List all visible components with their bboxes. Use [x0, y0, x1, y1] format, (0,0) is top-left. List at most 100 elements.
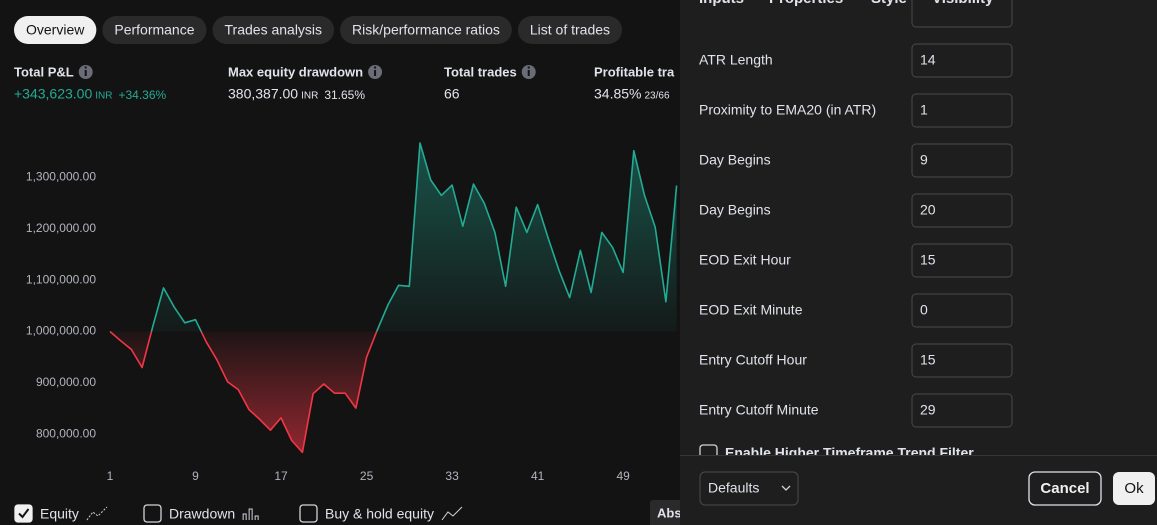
tab-bg[interactable] [517, 16, 623, 44]
panel-tab[interactable]: Inputs [699, 0, 744, 7]
stat-unit: INR [95, 91, 112, 102]
settings-panel: Inputs Properties Style Visibility ATR Lengt… [680, 0, 1157, 525]
field-label: Entry Cutoff Hour [699, 352, 807, 368]
cancel-label[interactable]: Cancel [1040, 480, 1089, 497]
field-label: ATR Length [699, 52, 773, 68]
info-icon-mark [84, 70, 87, 76]
cancel-button[interactable] [1028, 471, 1102, 506]
stat-value: 34.85% [594, 86, 641, 102]
stat-label: Profitable tra [594, 64, 675, 79]
checkbox[interactable] [299, 504, 318, 523]
input-value[interactable]: 20 [920, 202, 936, 218]
info-icon-dot [84, 66, 87, 69]
equity-line [109, 142, 678, 454]
input-value[interactable]: 14 [920, 52, 936, 68]
input-box[interactable] [911, 293, 1013, 328]
tab-label[interactable]: Risk/performance ratios [352, 22, 500, 38]
abs-label[interactable]: Abs [657, 505, 682, 520]
input-box[interactable] [911, 43, 1013, 78]
tab-label[interactable]: Performance [114, 22, 194, 38]
checkbox[interactable] [143, 504, 162, 523]
defaults-button[interactable] [699, 471, 799, 506]
tab-bg[interactable] [212, 16, 335, 44]
y-tick-label: 800,000.00 [36, 426, 96, 440]
legend-icon [86, 506, 108, 521]
info-icon-dot [374, 66, 377, 69]
tab-label[interactable]: List of trades [530, 22, 610, 38]
tab-bg[interactable] [102, 16, 207, 44]
checkbox[interactable] [14, 504, 33, 523]
field-label: EOD Exit Hour [699, 252, 791, 268]
tab[interactable]: Performance [102, 16, 207, 44]
field-label: Proximity to EMA20 (in ATR) [699, 102, 876, 118]
stat-unit: INR [301, 91, 318, 102]
stat-label: Total trades [444, 64, 517, 79]
x-tick-label: 25 [360, 469, 374, 483]
x-tick-label: 33 [445, 469, 459, 483]
stat-value: 380,387.00 [228, 86, 298, 102]
input-value[interactable]: 15 [920, 352, 936, 368]
x-tick-label: 17 [274, 469, 288, 483]
info-icon-dot [527, 66, 530, 69]
stat-extra: +34.36% [118, 88, 166, 102]
input-value[interactable]: 9 [920, 152, 928, 168]
panel-tab[interactable]: Properties [769, 0, 843, 7]
input-value[interactable]: 15 [920, 252, 936, 268]
tab-bg[interactable] [14, 16, 97, 44]
partial-input[interactable] [911, 0, 1013, 28]
tab-label[interactable]: Trades analysis [225, 22, 323, 38]
legend-icon [242, 508, 259, 520]
report-area: Overview Performance Trades analysis Risk/p… [14, 16, 690, 525]
input-value[interactable]: 0 [920, 302, 928, 318]
legend-item[interactable]: Drawdown [143, 504, 259, 523]
x-tick-label: 41 [531, 469, 545, 483]
y-tick-label: 1,200,000.00 [26, 221, 96, 235]
ok-button[interactable] [1113, 472, 1155, 505]
tab-bg[interactable] [340, 16, 512, 44]
y-tick-label: 900,000.00 [36, 375, 96, 389]
ok-label[interactable]: Ok [1124, 480, 1144, 497]
x-tick-label: 49 [616, 469, 630, 483]
panel-tab[interactable]: Visibility [932, 0, 994, 7]
x-tick-label: 1 [107, 469, 114, 483]
input-box[interactable] [911, 243, 1013, 278]
legend-icon [441, 506, 463, 521]
input-value[interactable]: 1 [920, 102, 928, 118]
legend-item[interactable]: Equity [14, 504, 108, 523]
abs-button[interactable] [650, 500, 690, 525]
legend-label[interactable]: Drawdown [169, 506, 235, 522]
info-icon-mark [527, 70, 530, 76]
tab[interactable]: Overview [14, 16, 97, 44]
panel-tab[interactable]: Style [871, 0, 907, 7]
check[interactable] [18, 508, 30, 519]
tab-label[interactable]: Overview [26, 22, 85, 38]
input-box[interactable] [911, 393, 1013, 428]
info-icon-mark [374, 70, 377, 76]
tab[interactable]: List of trades [517, 16, 623, 44]
tab[interactable]: Risk/performance ratios [340, 16, 512, 44]
legend-label[interactable]: Buy & hold equity [325, 506, 434, 522]
legend-item[interactable]: Buy & hold equity [299, 504, 463, 523]
legend-label[interactable]: Equity [40, 506, 79, 522]
stat-label: Max equity drawdown [228, 64, 363, 79]
stat-label: Total P&L [14, 64, 74, 79]
y-tick-label: 1,300,000.00 [26, 170, 96, 184]
defaults-label[interactable]: Defaults [708, 480, 759, 496]
field-label: EOD Exit Minute [699, 302, 803, 318]
tab[interactable]: Trades analysis [212, 16, 335, 44]
chevron [781, 485, 791, 491]
x-tick-label: 9 [192, 469, 199, 483]
input-box[interactable] [911, 343, 1013, 378]
field-label: Day Begins [699, 152, 771, 168]
y-tick-label: 1,000,000.00 [26, 324, 96, 338]
field-label: Day Begins [699, 202, 771, 218]
input-box[interactable] [911, 193, 1013, 228]
field-label: Entry Cutoff Minute [699, 402, 819, 418]
input-box[interactable] [911, 143, 1013, 178]
stat-value: 66 [444, 86, 460, 102]
input-box[interactable] [911, 93, 1013, 128]
stat-extra: 23/66 [644, 91, 669, 102]
input-value[interactable]: 29 [920, 402, 936, 418]
y-tick-label: 1,100,000.00 [26, 272, 96, 286]
